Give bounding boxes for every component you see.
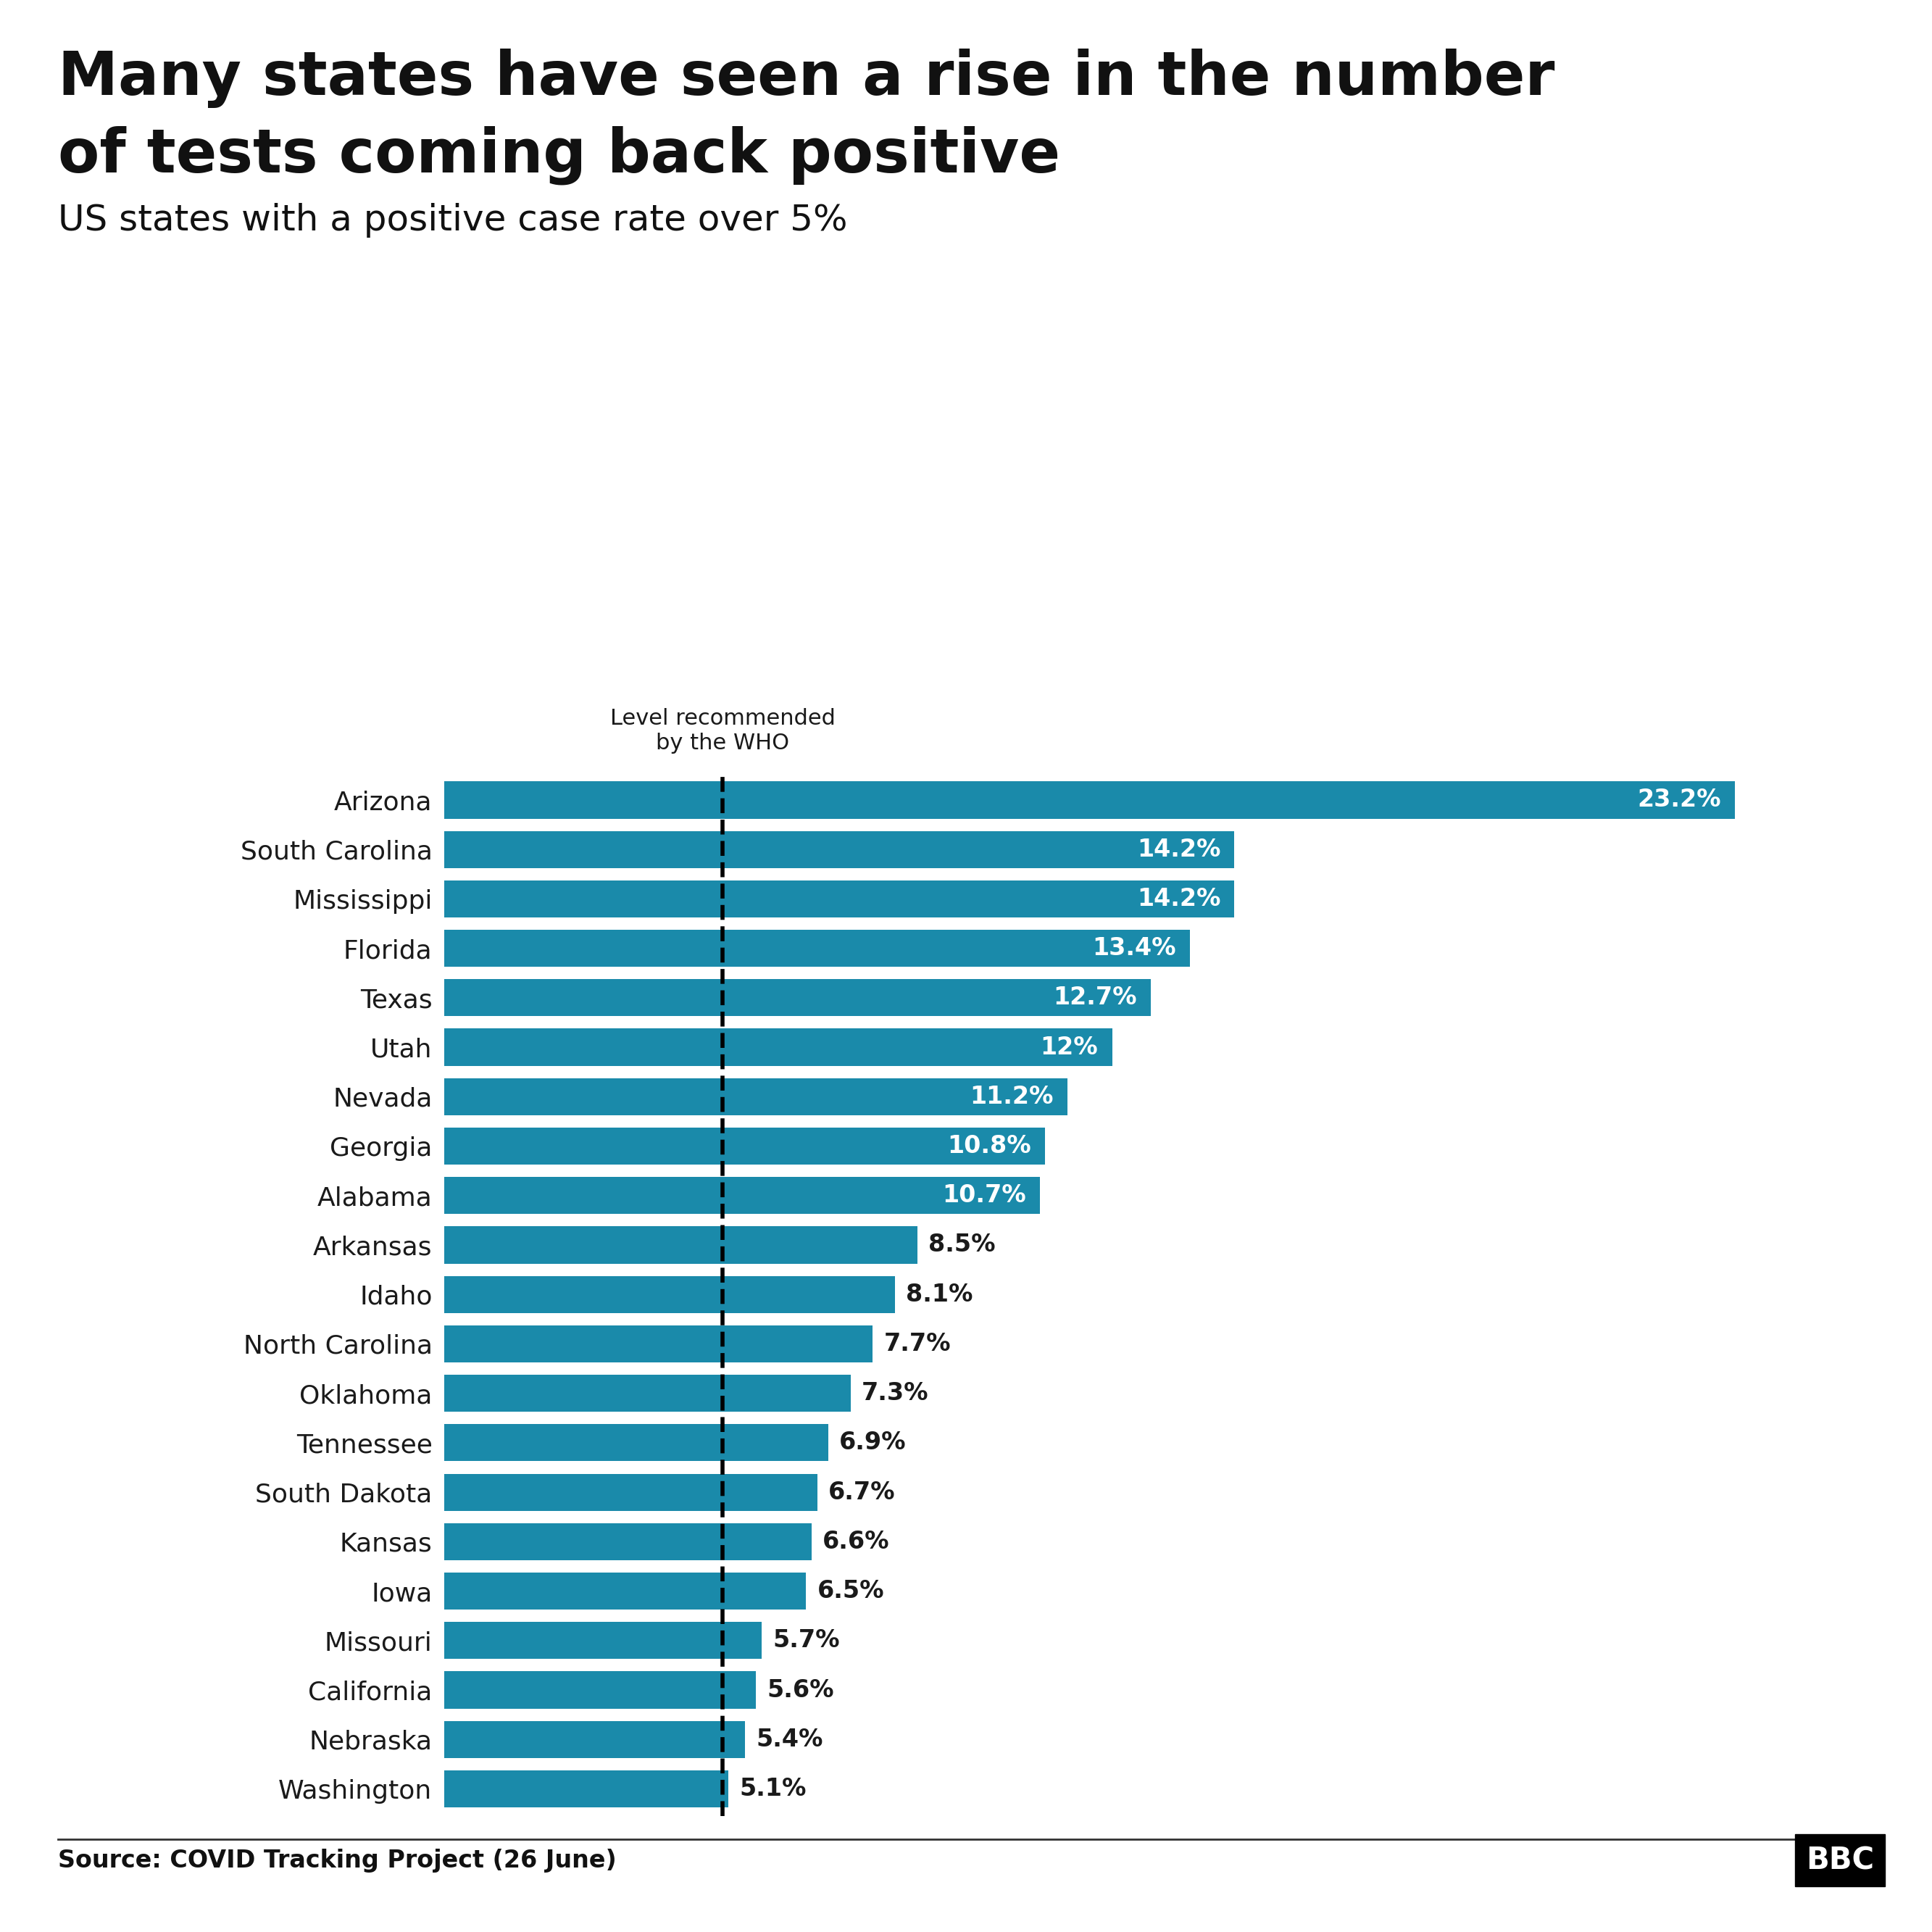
- Text: 11.2%: 11.2%: [970, 1084, 1053, 1109]
- Bar: [444, 1078, 1068, 1115]
- Text: Level recommended
by the WHO: Level recommended by the WHO: [611, 709, 835, 753]
- Bar: [444, 1227, 918, 1264]
- Text: 13.4%: 13.4%: [1092, 937, 1177, 960]
- Bar: [444, 1325, 873, 1362]
- Text: 6.6%: 6.6%: [823, 1530, 891, 1553]
- Text: 23.2%: 23.2%: [1638, 788, 1721, 811]
- Text: 5.7%: 5.7%: [773, 1629, 840, 1652]
- Bar: [444, 781, 1735, 819]
- Text: 5.6%: 5.6%: [767, 1679, 835, 1702]
- Text: 5.4%: 5.4%: [755, 1727, 823, 1752]
- Bar: [444, 1522, 811, 1561]
- Bar: [444, 1275, 895, 1314]
- Text: of tests coming back positive: of tests coming back positive: [58, 126, 1061, 185]
- Bar: [444, 1573, 806, 1609]
- Bar: [444, 1721, 746, 1758]
- Bar: [444, 1177, 1039, 1213]
- Text: 6.9%: 6.9%: [838, 1432, 906, 1455]
- Text: 10.7%: 10.7%: [943, 1184, 1026, 1208]
- Text: 6.7%: 6.7%: [829, 1480, 895, 1505]
- Bar: [444, 1623, 761, 1660]
- Bar: [444, 1028, 1113, 1066]
- Text: 12.7%: 12.7%: [1053, 985, 1138, 1010]
- Text: 6.5%: 6.5%: [817, 1578, 885, 1604]
- Bar: [444, 1424, 829, 1461]
- Text: 7.7%: 7.7%: [885, 1331, 951, 1356]
- Text: 8.1%: 8.1%: [906, 1283, 974, 1306]
- Text: 8.5%: 8.5%: [929, 1233, 995, 1258]
- Text: 14.2%: 14.2%: [1136, 837, 1221, 862]
- Text: Many states have seen a rise in the number: Many states have seen a rise in the numb…: [58, 48, 1555, 108]
- Bar: [444, 1770, 728, 1808]
- Bar: [444, 1128, 1045, 1165]
- Text: BBC: BBC: [1806, 1845, 1874, 1876]
- Bar: [444, 831, 1235, 867]
- Bar: [444, 980, 1151, 1016]
- Bar: [444, 881, 1235, 918]
- Text: 7.3%: 7.3%: [862, 1381, 929, 1405]
- Text: Source: COVID Tracking Project (26 June): Source: COVID Tracking Project (26 June): [58, 1849, 616, 1872]
- Text: US states with a positive case rate over 5%: US states with a positive case rate over…: [58, 203, 848, 238]
- Text: 5.1%: 5.1%: [740, 1777, 806, 1801]
- Text: 14.2%: 14.2%: [1136, 887, 1221, 910]
- Bar: [444, 929, 1190, 966]
- Bar: [444, 1376, 850, 1412]
- Bar: [444, 1474, 817, 1511]
- Text: 10.8%: 10.8%: [947, 1134, 1032, 1157]
- Text: 12%: 12%: [1041, 1036, 1097, 1059]
- Bar: [444, 1671, 755, 1708]
